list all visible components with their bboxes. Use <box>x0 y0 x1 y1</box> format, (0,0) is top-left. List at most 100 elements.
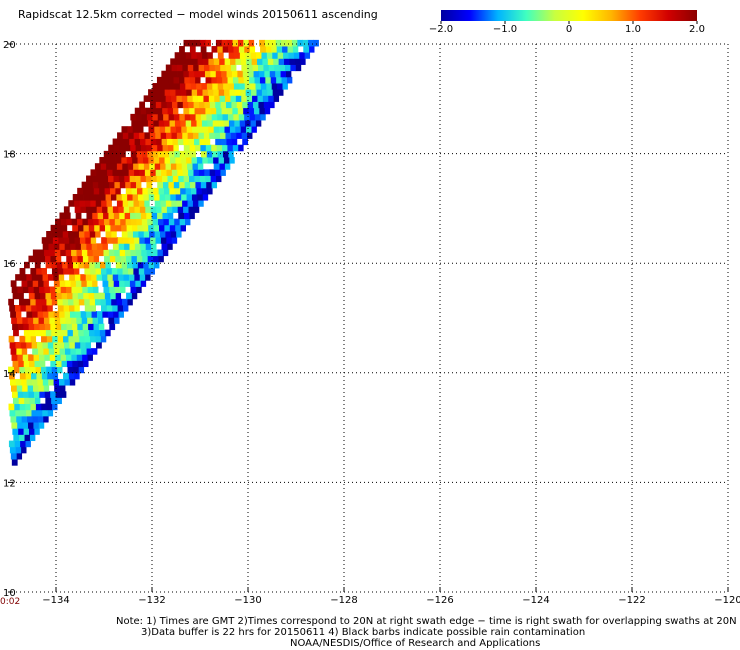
x-tick-label: −130 <box>234 595 261 606</box>
swath-cell <box>150 243 157 250</box>
note-line-2: 3)Data buffer is 22 hrs for 20150611 4) … <box>141 627 586 638</box>
colorbar-bar <box>441 10 697 21</box>
swath-cell <box>192 163 198 170</box>
swath-cell <box>238 83 245 90</box>
swath-cell <box>208 95 215 102</box>
swath-cell <box>177 70 184 78</box>
swath-cell <box>23 397 30 405</box>
swath-cell <box>178 76 185 84</box>
swath-cell <box>214 132 221 139</box>
swath-cell <box>50 329 57 337</box>
swath-cell <box>173 76 179 84</box>
swath-cell <box>201 52 208 59</box>
swath-cell <box>77 187 83 195</box>
swath-cell <box>193 138 200 146</box>
swath-cell <box>133 132 140 139</box>
swath-cell <box>37 348 44 355</box>
swath-cell <box>202 194 209 201</box>
swath-cell <box>142 224 149 232</box>
swath-cell <box>117 169 124 176</box>
swath-cell <box>109 218 115 226</box>
swath-cell <box>141 113 147 121</box>
swath-cell <box>202 58 209 65</box>
swath-cell <box>56 366 63 374</box>
swath-cell <box>150 175 157 183</box>
swath-cell <box>33 428 40 435</box>
swath-cell <box>30 304 37 312</box>
swath-cell <box>25 304 32 312</box>
swath-cell <box>110 298 117 306</box>
swath-cell <box>135 181 142 189</box>
swath-cell <box>30 267 37 275</box>
swath-cell <box>50 360 57 368</box>
swath-cell <box>196 120 202 127</box>
swath-cell <box>261 52 267 59</box>
swath-cell <box>259 113 266 121</box>
swath-cell <box>42 243 49 250</box>
swath-cell <box>45 261 52 269</box>
swath-cell <box>237 39 244 47</box>
swath-cell <box>204 175 211 183</box>
swath-cell <box>99 194 106 201</box>
swath-cell <box>260 83 267 90</box>
swath-cell <box>123 175 130 183</box>
swath-cell <box>131 120 138 127</box>
swath-cell <box>184 113 191 121</box>
swath-cell <box>136 255 143 263</box>
swath-cell <box>72 224 78 232</box>
swath-cell <box>115 292 122 300</box>
swath-cell <box>218 157 224 164</box>
swath-cell <box>107 206 113 213</box>
swath-cell <box>117 132 123 139</box>
swath-cell <box>220 169 226 176</box>
swath-cell <box>147 120 154 127</box>
swath-cell <box>180 126 187 133</box>
swath-cell <box>56 231 63 238</box>
swath-cell <box>75 280 82 287</box>
swath-cell <box>270 46 277 53</box>
swath-cell <box>114 218 121 226</box>
swath-cell <box>268 101 275 109</box>
swath-cell <box>139 243 146 250</box>
swath-cell <box>281 46 288 53</box>
swath-cell <box>72 194 79 201</box>
swath-cell <box>182 70 189 78</box>
swath-cell <box>73 372 80 380</box>
swath-cell <box>90 304 96 312</box>
swath-cell <box>47 274 54 281</box>
swath-cell <box>157 113 164 121</box>
swath-cell <box>101 206 108 213</box>
swath-cell <box>28 255 35 263</box>
swath-cells <box>8 39 319 466</box>
swath-cell <box>195 187 202 195</box>
swath-cell <box>75 243 81 250</box>
swath-cell <box>179 150 186 158</box>
swath-cell <box>42 341 48 349</box>
swath-cell <box>91 212 98 220</box>
swath-cell <box>189 144 195 152</box>
swath-cell <box>180 157 187 164</box>
swath-cell <box>114 286 121 294</box>
swath-cell <box>72 329 79 337</box>
swath-cell <box>202 89 208 96</box>
swath-cell <box>153 89 160 96</box>
swath-cell <box>231 107 238 115</box>
swath-cell <box>44 286 50 294</box>
swath-cell <box>107 175 114 183</box>
swath-cell <box>20 341 27 349</box>
swath-cell <box>265 46 272 53</box>
swath-cell <box>135 212 141 220</box>
swath-cell <box>229 89 235 96</box>
swath-cell <box>264 107 271 115</box>
swath-cell <box>43 317 50 324</box>
swath-cell <box>162 113 169 121</box>
swath-cell <box>239 89 246 96</box>
swath-cell <box>169 224 176 232</box>
swath-cell <box>232 113 239 121</box>
swath-cell <box>79 200 85 207</box>
swath-cell <box>28 428 35 435</box>
swath-cell <box>232 144 239 152</box>
swath-cell <box>26 378 33 386</box>
swath-cell <box>140 107 146 115</box>
swath-cell <box>215 39 222 47</box>
